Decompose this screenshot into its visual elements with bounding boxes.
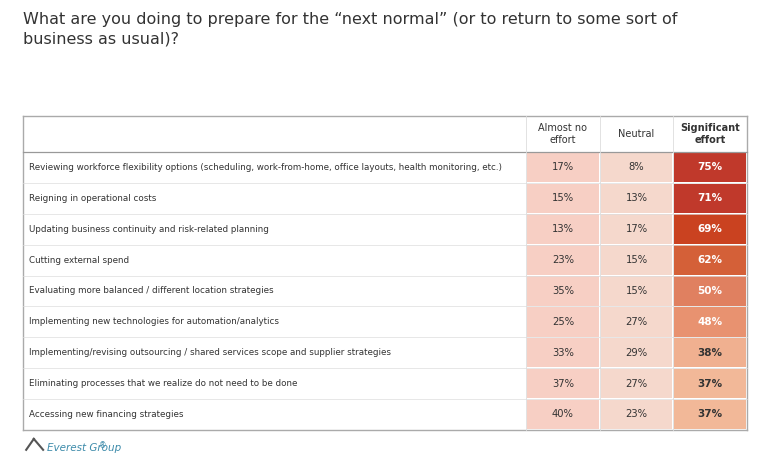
Text: Accessing new financing strategies: Accessing new financing strategies bbox=[29, 410, 184, 419]
Text: 37%: 37% bbox=[698, 379, 723, 389]
Text: Evaluating more balanced / different location strategies: Evaluating more balanced / different loc… bbox=[29, 286, 274, 295]
Text: 27%: 27% bbox=[625, 317, 648, 327]
Text: Cutting external spend: Cutting external spend bbox=[29, 256, 129, 265]
Text: Implementing/revising outsourcing / shared services scope and supplier strategie: Implementing/revising outsourcing / shar… bbox=[29, 348, 391, 357]
Text: 15%: 15% bbox=[552, 193, 574, 203]
Text: 35%: 35% bbox=[552, 286, 574, 296]
Text: 15%: 15% bbox=[625, 286, 648, 296]
Text: 17%: 17% bbox=[625, 224, 648, 234]
Text: 71%: 71% bbox=[698, 193, 723, 203]
Text: 13%: 13% bbox=[625, 193, 648, 203]
Text: 75%: 75% bbox=[698, 162, 723, 172]
Text: 15%: 15% bbox=[625, 255, 648, 265]
Text: Significant
effort: Significant effort bbox=[680, 123, 740, 145]
Text: 48%: 48% bbox=[698, 317, 723, 327]
Text: 25%: 25% bbox=[552, 317, 574, 327]
Text: Everest Group: Everest Group bbox=[47, 443, 121, 453]
Text: Almost no
effort: Almost no effort bbox=[538, 123, 588, 145]
Text: Updating business continuity and risk-related planning: Updating business continuity and risk-re… bbox=[29, 225, 270, 234]
Text: Neutral: Neutral bbox=[618, 129, 654, 139]
Text: 38%: 38% bbox=[698, 348, 722, 358]
Text: 23%: 23% bbox=[552, 255, 574, 265]
Text: 33%: 33% bbox=[552, 348, 574, 358]
Text: Reviewing workforce flexibility options (scheduling, work-from-home, office layo: Reviewing workforce flexibility options … bbox=[29, 163, 502, 172]
Text: 50%: 50% bbox=[698, 286, 722, 296]
Text: 17%: 17% bbox=[552, 162, 574, 172]
Text: 27%: 27% bbox=[625, 379, 648, 389]
Text: 8%: 8% bbox=[629, 162, 644, 172]
Text: Reigning in operational costs: Reigning in operational costs bbox=[29, 194, 156, 203]
Text: 69%: 69% bbox=[698, 224, 722, 234]
Text: ®: ® bbox=[99, 441, 107, 450]
Text: 29%: 29% bbox=[625, 348, 648, 358]
Text: 62%: 62% bbox=[698, 255, 722, 265]
Text: Implementing new technologies for automation/analytics: Implementing new technologies for automa… bbox=[29, 317, 280, 326]
Text: 37%: 37% bbox=[698, 409, 723, 419]
Text: What are you doing to prepare for the “next normal” (or to return to some sort o: What are you doing to prepare for the “n… bbox=[23, 12, 678, 47]
Text: Eliminating processes that we realize do not need to be done: Eliminating processes that we realize do… bbox=[29, 379, 298, 388]
Text: 13%: 13% bbox=[552, 224, 574, 234]
Text: 23%: 23% bbox=[625, 409, 648, 419]
Text: 37%: 37% bbox=[552, 379, 574, 389]
Text: 40%: 40% bbox=[552, 409, 574, 419]
